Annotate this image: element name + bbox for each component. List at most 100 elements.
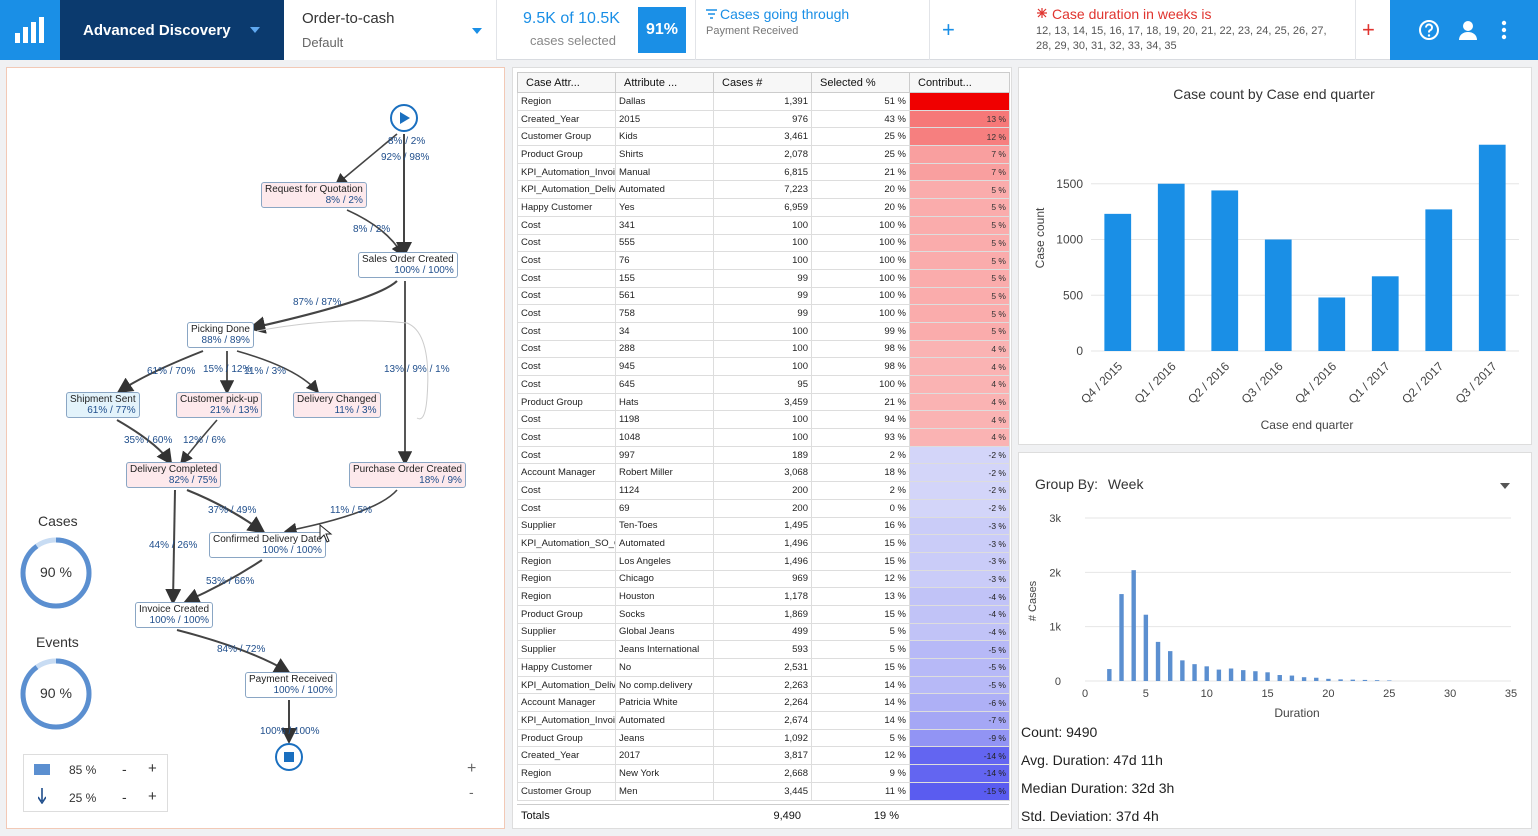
paths-minus-button[interactable]: - xyxy=(122,789,127,805)
table-row[interactable]: Region Chicago 969 12 % -3 % xyxy=(517,569,1010,589)
table-row[interactable]: Cost 76 100 100 % 5 % xyxy=(517,251,1010,270)
node-purchase-order-created[interactable]: Purchase Order Created 18% / 9% xyxy=(349,462,466,488)
table-row[interactable]: Supplier Global Jeans 499 5 % -4 % xyxy=(517,622,1010,642)
table-row[interactable]: Product Group Jeans 1,092 5 % -9 % xyxy=(517,728,1010,748)
table-cell: 2 % xyxy=(811,445,910,465)
more-vert-icon[interactable] xyxy=(1500,19,1508,41)
node-delivery-changed[interactable]: Delivery Changed 11% / 3% xyxy=(293,392,381,418)
help-icon[interactable] xyxy=(1418,19,1440,41)
table-row[interactable]: KPI_Automation_Delive Automated 7,223 20 % 5… xyxy=(517,180,1010,200)
node-request-for-quotation[interactable]: Request for Quotation 8% / 2% xyxy=(261,182,367,208)
column-header[interactable]: Selected % xyxy=(811,72,910,93)
table-row[interactable]: Region Los Angeles 1,496 15 % -3 % xyxy=(517,551,1010,571)
table-cell: 21 % xyxy=(811,392,910,412)
table-totals-row: Totals 9,490 19 % xyxy=(517,804,1009,826)
node-sales-order-created[interactable]: Sales Order Created 100% / 100% xyxy=(358,252,458,278)
column-header[interactable]: Case Attr... xyxy=(517,72,616,93)
table-row[interactable]: Cost 34 100 99 % 5 % xyxy=(517,321,1010,341)
table-cell: 100 % xyxy=(811,268,910,288)
table-row[interactable]: Account Manager Robert Miller 3,068 18 % -2 … xyxy=(517,463,1010,483)
paths-plus-button[interactable]: + xyxy=(148,788,157,805)
table-cell: 155 xyxy=(615,268,714,288)
chart-title: Case count by Case end quarter xyxy=(1173,86,1375,102)
table-row[interactable]: Cost 758 99 100 % 5 % xyxy=(517,304,1010,323)
table-row[interactable]: Created_Year 2017 3,817 12 % -14 % xyxy=(517,746,1010,766)
table-cell: 5 % xyxy=(811,622,910,642)
table-row[interactable]: Cost 1198 100 94 % 4 % xyxy=(517,410,1010,430)
table-cell: 100 xyxy=(713,428,812,447)
table-row[interactable]: Region Dallas 1,391 51 % xyxy=(517,92,1010,111)
table-row[interactable]: Supplier Ten-Toes 1,495 16 % -3 % xyxy=(517,516,1010,536)
process-selector[interactable]: Order-to-cash Default xyxy=(284,0,497,60)
node-invoice-created[interactable]: Invoice Created 100% / 100% xyxy=(135,602,214,628)
group-by-selector[interactable]: Group By: Week xyxy=(1035,476,1143,492)
y-tick-label: 1500 xyxy=(1056,177,1083,191)
filter1-title: Cases going through xyxy=(720,6,850,22)
table-row[interactable]: KPI_Automation_Delive No comp.delivery 2,2… xyxy=(517,675,1010,695)
table-row[interactable]: Cost 645 95 100 % 4 % xyxy=(517,375,1010,394)
table-row[interactable]: Account Manager Patricia White 2,264 14 % -6… xyxy=(517,693,1010,713)
add-filter-button-2[interactable]: + xyxy=(1362,17,1375,42)
table-row[interactable]: Cost 69 200 0 % -2 % xyxy=(517,498,1010,518)
node-confirmed-delivery-date[interactable]: Confirmed Delivery Date 100% / 100% xyxy=(209,532,326,558)
table-row[interactable]: Region Houston 1,178 13 % -4 % xyxy=(517,587,1010,606)
table-row[interactable]: Cost 1124 200 2 % -2 % xyxy=(517,481,1010,500)
table-cell: No xyxy=(615,658,714,677)
node-delivery-completed[interactable]: Delivery Completed 82% / 75% xyxy=(126,462,222,488)
user-icon[interactable] xyxy=(1457,19,1479,41)
activities-minus-button[interactable]: - xyxy=(122,761,127,777)
table-row[interactable]: Region New York 2,668 9 % -14 % xyxy=(517,764,1010,783)
table-row[interactable]: Cost 997 189 2 % -2 % xyxy=(517,445,1010,465)
column-header[interactable]: Cases # xyxy=(713,72,812,93)
filter-cases-going-through[interactable]: Cases going through Payment Received xyxy=(698,0,930,60)
node-customer-pick-up[interactable]: Customer pick-up 21% / 13% xyxy=(176,392,263,418)
table-row[interactable]: Supplier Jeans International 593 5 % -5 % xyxy=(517,640,1010,659)
table-cell: 1,391 xyxy=(713,92,812,111)
table-row[interactable]: KPI_Automation_Invoic Automated 2,674 14 % -… xyxy=(517,711,1010,730)
table-row[interactable]: Happy Customer No 2,531 15 % -5 % xyxy=(517,658,1010,677)
node-label: Picking Done xyxy=(191,324,250,335)
chevron-down-icon xyxy=(472,28,482,34)
histogram-bar xyxy=(1119,594,1124,681)
table-cell: Cost xyxy=(517,410,616,430)
table-row[interactable]: Product Group Hats 3,459 21 % 4 % xyxy=(517,392,1010,412)
table-row[interactable]: Product Group Socks 1,869 15 % -4 % xyxy=(517,604,1010,624)
table-cell: 100 % xyxy=(811,375,910,394)
filter-case-duration[interactable]: Case duration in weeks is 12, 13, 14, 15… xyxy=(1028,0,1356,60)
table-row[interactable]: Cost 1048 100 93 % 4 % xyxy=(517,428,1010,447)
zoom-out-button[interactable]: - xyxy=(469,784,474,800)
table-cell: Supplier xyxy=(517,622,616,642)
table-row[interactable]: Cost 561 99 100 % 5 % xyxy=(517,286,1010,306)
table-row[interactable]: Product Group Shirts 2,078 25 % 7 % xyxy=(517,145,1010,164)
table-row[interactable]: Cost 555 100 100 % 5 % xyxy=(517,233,1010,253)
table-row[interactable]: KPI_Automation_Invoic Manual 6,815 21 % 7 % xyxy=(517,162,1010,182)
table-cell: 100 % xyxy=(811,304,910,323)
table-row[interactable]: Customer Group Kids 3,461 25 % 12 % xyxy=(517,127,1010,147)
table-cell: Houston xyxy=(615,587,714,606)
table-row[interactable]: KPI_Automation_SO_Ci Automated 1,496 15 % -3… xyxy=(517,534,1010,553)
table-row[interactable]: Cost 341 100 100 % 5 % xyxy=(517,215,1010,235)
table-cell: Region xyxy=(517,764,616,783)
node-payment-received[interactable]: Payment Received 100% / 100% xyxy=(245,672,337,698)
table-cell: 34 xyxy=(615,321,714,341)
table-row[interactable]: Happy Customer Yes 6,959 20 % 5 % xyxy=(517,198,1010,217)
chevron-down-icon[interactable] xyxy=(1500,483,1510,489)
column-header[interactable]: Contribut... xyxy=(909,72,1010,93)
bar xyxy=(1318,297,1346,351)
table-row[interactable]: Customer Group Men 3,445 11 % -15 % xyxy=(517,781,1010,801)
app-logo[interactable] xyxy=(0,0,60,60)
column-header[interactable]: Attribute ... xyxy=(615,72,714,93)
activities-plus-button[interactable]: + xyxy=(148,760,157,777)
zoom-in-button[interactable]: + xyxy=(467,760,477,777)
table-row[interactable]: Cost 155 99 100 % 5 % xyxy=(517,268,1010,288)
table-row[interactable]: Cost 945 100 98 % 4 % xyxy=(517,357,1010,376)
table-cell: Kids xyxy=(615,127,714,147)
node-picking-done[interactable]: Picking Done 88% / 89% xyxy=(187,322,254,348)
table-row[interactable]: Cost 288 100 98 % 4 % xyxy=(517,339,1010,359)
table-cell: -14 % xyxy=(909,746,1010,766)
table-cell: Chicago xyxy=(615,569,714,589)
add-filter-button[interactable]: + xyxy=(942,17,955,42)
app-switcher[interactable]: Advanced Discovery xyxy=(60,0,284,60)
table-row[interactable]: Created_Year 2015 976 43 % 13 % xyxy=(517,109,1010,129)
node-shipment-sent[interactable]: Shipment Sent 61% / 77% xyxy=(66,392,140,418)
